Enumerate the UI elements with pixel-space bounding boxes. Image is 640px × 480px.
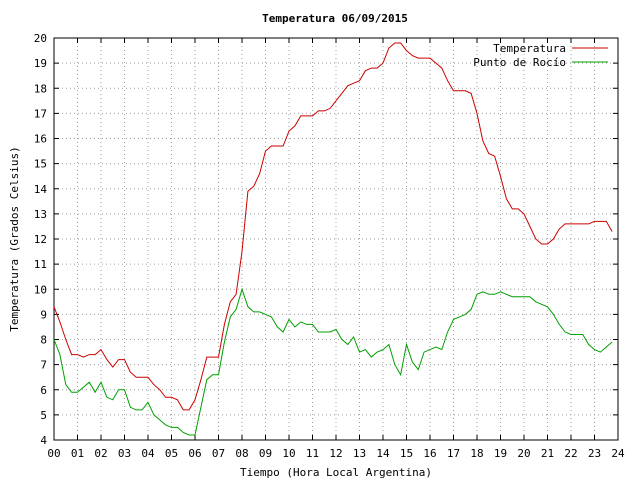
y-axis-label: Temperatura (Grados Celsius) xyxy=(8,146,21,331)
y-tick-label: 19 xyxy=(34,57,47,70)
y-tick-label: 12 xyxy=(34,233,47,246)
legend: Temperatura Punto de Rocío xyxy=(473,42,608,69)
chart-title: Temperatura 06/09/2015 xyxy=(262,12,408,25)
y-tick-label: 16 xyxy=(34,133,47,146)
x-tick-label: 13 xyxy=(353,447,366,460)
x-tick-label: 05 xyxy=(165,447,178,460)
y-tick-label: 20 xyxy=(34,32,47,45)
legend-label-temperatura: Temperatura xyxy=(493,42,566,55)
y-tick-label: 9 xyxy=(40,308,47,321)
series-line-punto-de-rocio xyxy=(54,289,612,435)
x-tick-label: 23 xyxy=(588,447,601,460)
y-tick-label: 5 xyxy=(40,409,47,422)
y-tick-label: 18 xyxy=(34,82,47,95)
x-axis-label: Tiempo (Hora Local Argentina) xyxy=(240,466,432,479)
y-tick-label: 4 xyxy=(40,434,47,447)
x-tick-label: 08 xyxy=(235,447,248,460)
y-tick-label: 17 xyxy=(34,107,47,120)
x-tick-label: 15 xyxy=(400,447,413,460)
series-lines xyxy=(54,43,612,435)
x-tick-label: 06 xyxy=(188,447,201,460)
x-tick-label: 09 xyxy=(259,447,272,460)
x-tick-label: 16 xyxy=(423,447,436,460)
x-tick-label: 03 xyxy=(118,447,131,460)
x-tick-label: 24 xyxy=(611,447,625,460)
x-tick-label: 11 xyxy=(306,447,319,460)
y-tick-label: 11 xyxy=(34,258,47,271)
series-line-temperatura xyxy=(54,43,612,410)
x-tick-labels: 00 01 02 03 04 05 06 07 08 09 10 11 12 13 14 15 16 17 18 19… xyxy=(47,447,625,460)
x-tick-label: 07 xyxy=(212,447,225,460)
x-tick-label: 02 xyxy=(94,447,107,460)
x-tick-label: 14 xyxy=(376,447,390,460)
x-tick-label: 18 xyxy=(470,447,483,460)
x-tick-label: 21 xyxy=(541,447,554,460)
x-tick-label: 20 xyxy=(517,447,530,460)
y-tick-label: 10 xyxy=(34,283,47,296)
y-tick-label: 14 xyxy=(34,183,48,196)
y-tick-labels: 4 5 6 7 8 9 10 11 12 13 14 15 16 17 18 19 20 xyxy=(34,32,48,447)
x-tick-label: 04 xyxy=(141,447,155,460)
temperature-chart: Temperatura 06/09/2015 00 01 02 03 04 05 06 07 0… xyxy=(0,0,640,480)
legend-label-punto-de-rocio: Punto de Rocío xyxy=(473,56,566,69)
y-tick-label: 7 xyxy=(40,359,47,372)
x-tick-label: 17 xyxy=(447,447,460,460)
x-tick-label: 22 xyxy=(564,447,577,460)
x-tick-label: 12 xyxy=(329,447,342,460)
y-tick-label: 6 xyxy=(40,384,47,397)
x-tick-label: 00 xyxy=(47,447,60,460)
x-tick-label: 10 xyxy=(282,447,295,460)
x-tick-label: 19 xyxy=(494,447,507,460)
grid xyxy=(54,38,618,440)
y-tick-label: 15 xyxy=(34,158,47,171)
y-tick-label: 13 xyxy=(34,208,47,221)
x-tick-label: 01 xyxy=(71,447,84,460)
y-tick-label: 8 xyxy=(40,334,47,347)
